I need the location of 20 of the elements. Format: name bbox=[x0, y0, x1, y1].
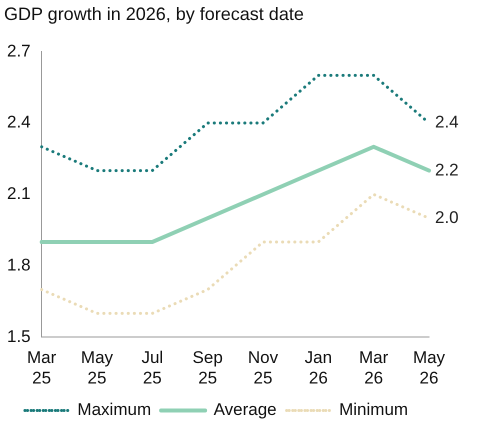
data-label: 2.2 bbox=[435, 160, 459, 180]
x-tick-label: Jul 25 bbox=[141, 348, 164, 388]
text: 2.7 bbox=[6, 41, 31, 60]
text: 2.1 bbox=[6, 184, 31, 204]
x-tick-label: May 25 bbox=[80, 348, 114, 388]
x-tick-label: Mar 26 bbox=[359, 348, 389, 388]
x-tick-label: Sep 25 bbox=[192, 348, 223, 388]
x-tick-label: Jan 26 bbox=[304, 348, 332, 388]
x-tick-label: Nov 25 bbox=[248, 348, 279, 388]
data-label: 2.0 bbox=[435, 208, 459, 227]
x-tick-label: May 26 bbox=[412, 348, 446, 388]
x-tick-label: Mar 25 bbox=[26, 348, 57, 388]
chart-title: GDP growth in 2026, by forecast date bbox=[4, 4, 304, 24]
text: 1.5 bbox=[6, 326, 31, 346]
data-label: 2.4 bbox=[435, 112, 459, 132]
text: 2.4 bbox=[6, 112, 31, 132]
legend-label: Average bbox=[214, 400, 277, 420]
legend-label: Minimum bbox=[339, 400, 408, 420]
legend-label: Maximum bbox=[77, 400, 152, 420]
text: 1.8 bbox=[6, 255, 31, 274]
